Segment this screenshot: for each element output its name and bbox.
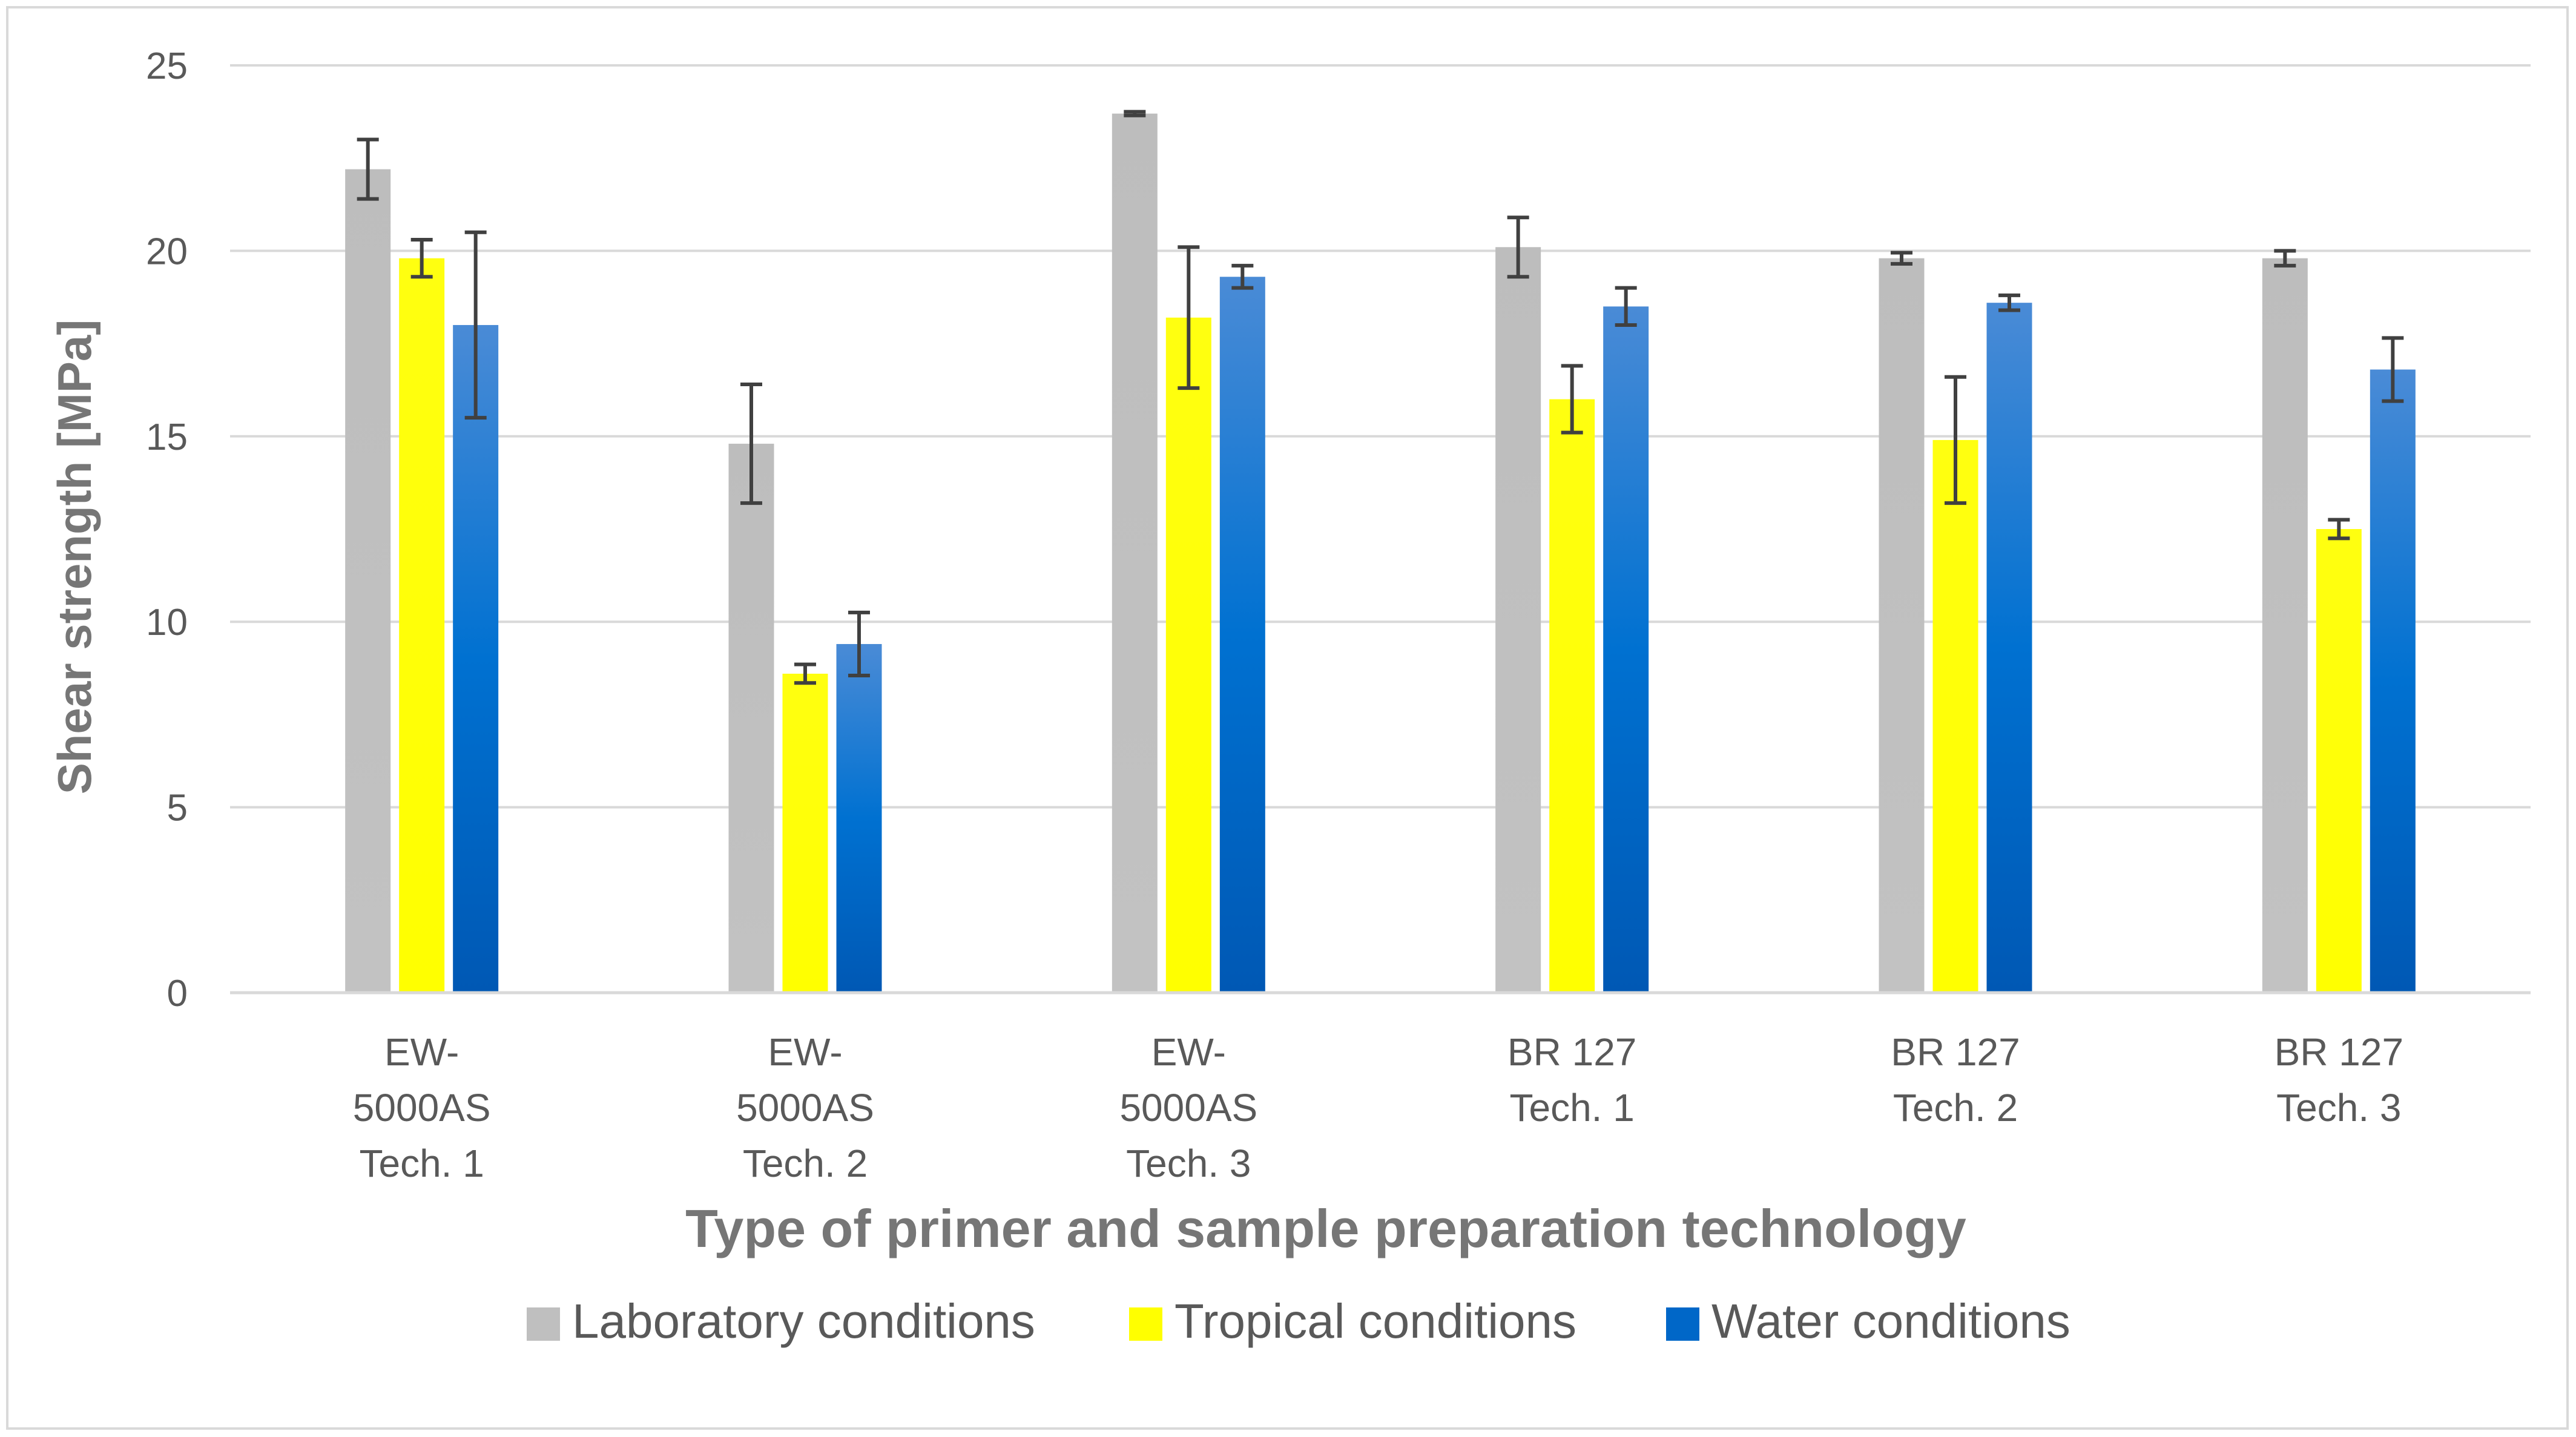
error-bar [1507,215,1529,279]
bar [2370,369,2416,993]
x-tick-label-line: Tech. 2 [743,1142,868,1185]
bar [728,444,774,993]
bar [345,169,391,993]
error-bar [410,238,433,279]
x-tick-label-line: 5000AS [353,1086,491,1130]
legend-item: Tropical conditions [1129,1294,1576,1348]
x-tick-label: EW- 5000AS Tech. 1 [353,1030,491,1185]
y-axis-title: Shear strength [MPa] [48,320,101,794]
legend-label: Laboratory conditions [572,1294,1035,1348]
legend-label: Water conditions [1711,1294,2070,1348]
bar [1219,277,1265,993]
bar [2316,529,2362,993]
x-tick-label: BR 127 Tech. 1 [1507,1030,1636,1130]
x-tick-label-line: BR 127 [2275,1030,2403,1074]
legend-item: Laboratory conditions [527,1294,1035,1348]
bar [1603,306,1649,993]
x-tick-label: BR 127 Tech. 2 [1891,1030,2020,1130]
error-bar [2382,336,2404,403]
bar [1495,247,1541,993]
error-bar [1231,263,1254,290]
legend-swatch [1666,1307,1699,1341]
x-tick-label-line: BR 127 [1507,1030,1636,1074]
x-tick-label-line: 5000AS [736,1086,874,1130]
error-bar [848,610,870,678]
x-tick-label-line: Tech. 3 [1126,1142,1251,1185]
y-tick-label: 15 [146,416,188,458]
x-tick-label: BR 127 Tech. 3 [2275,1030,2403,1130]
y-tick-label: 25 [146,45,188,87]
bar [453,324,499,993]
error-bar [1945,375,1966,505]
bar [1932,439,1978,993]
x-tick-label-line: Tech. 3 [2276,1086,2401,1130]
x-tick-label-line: EW- [384,1030,459,1074]
error-bar [794,662,816,685]
x-tick-label-line: EW- [768,1030,842,1074]
bar [1112,113,1158,993]
bar [1165,317,1211,993]
x-tick-label-line: 5000AS [1119,1086,1257,1130]
y-tick-label: 0 [167,973,188,1014]
x-tick-label-line: Tech. 2 [1893,1086,2018,1130]
error-bar [1124,110,1146,117]
gridlines [230,64,2531,809]
legend-swatch [1129,1307,1162,1341]
bar [1549,399,1595,993]
error-bar [1891,251,1912,266]
x-tick-label: EW- 5000AS Tech. 2 [736,1030,874,1185]
bar [782,673,828,993]
bar [1879,258,1925,993]
error-bar [2274,249,2296,268]
x-axis-title: Type of primer and sample preparation te… [685,1199,1966,1258]
y-tick-label: 20 [146,231,188,272]
bars [345,113,2416,993]
bar [399,258,445,993]
legend: Laboratory conditions Tropical conditions… [527,1294,2070,1348]
y-axis-ticks: 0 5 10 15 20 25 [146,45,188,1014]
y-tick-label: 10 [146,602,188,643]
x-tick-label-line: EW- [1151,1030,1226,1074]
bar [1986,303,2032,993]
error-bar [2328,518,2350,541]
error-bars [357,110,2404,685]
error-bar [1615,286,1637,327]
bar [2262,258,2308,993]
x-tick-label: EW- 5000AS Tech. 3 [1119,1030,1257,1185]
error-bar [1561,364,1583,435]
bar [836,643,882,993]
error-bar [1998,293,2020,312]
legend-label: Tropical conditions [1174,1294,1576,1348]
legend-swatch [527,1307,560,1341]
x-axis-ticks: EW- 5000AS Tech. 1 EW- 5000AS Tech. 2 EW- 5000A… [353,1030,2403,1185]
error-bar [740,383,762,505]
error-bar [1178,245,1200,390]
chart-border [6,6,2569,1430]
error-bar [357,137,379,201]
x-tick-label-line: Tech. 1 [359,1142,484,1185]
error-bar [464,230,487,420]
legend-item: Water conditions [1666,1294,2070,1348]
x-tick-label-line: BR 127 [1891,1030,2020,1074]
x-tick-label-line: Tech. 1 [1509,1086,1634,1130]
y-tick-label: 5 [167,788,188,829]
